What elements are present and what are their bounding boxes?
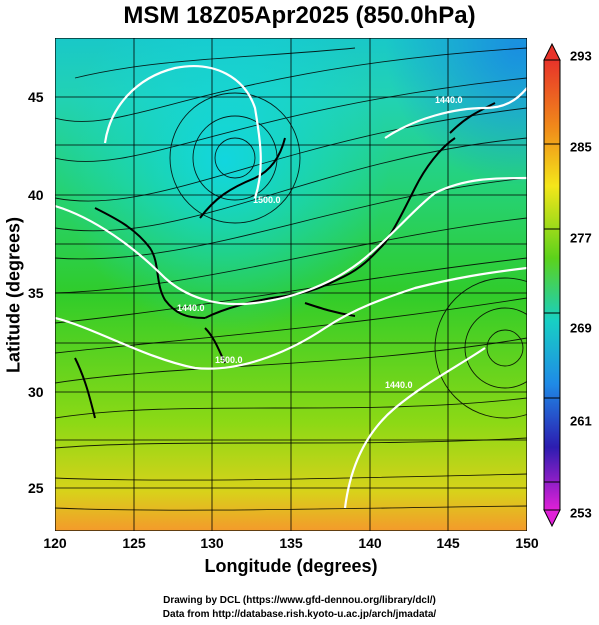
colorbar	[543, 42, 561, 528]
colorbar-top-arrow	[543, 42, 561, 61]
colorbar-label: 285	[570, 139, 592, 155]
contour-label: 1440.0	[177, 303, 205, 313]
x-tick: 125	[122, 535, 146, 551]
contour-label: 1440.0	[435, 95, 463, 105]
y-tick: 25	[28, 480, 44, 496]
map-title: MSM 18Z05Apr2025 (850.0hPa)	[123, 2, 476, 29]
colorbar-scale	[543, 59, 561, 511]
colorbar-label: 269	[570, 320, 592, 336]
geopotential-contours	[55, 65, 527, 509]
colorbar-label: 261	[570, 413, 592, 429]
y-axis-label: Latitude (degrees)	[4, 217, 24, 373]
colorbar-label: 253	[570, 505, 592, 521]
x-axis-label: Longitude (degrees)	[204, 556, 378, 576]
contour-label: 1500.0	[215, 355, 243, 365]
x-tick: 145	[436, 535, 460, 551]
credit-drawing: Drawing by DCL (https://www.gfd-dennou.o…	[163, 595, 436, 606]
y-tick: 45	[28, 89, 44, 105]
colorbar-label: 293	[570, 48, 592, 64]
y-tick: 30	[28, 384, 44, 400]
colorbar-label: 277	[570, 230, 592, 246]
x-tick: 135	[279, 535, 303, 551]
y-axis-label-text: Latitude (degrees)	[3, 216, 24, 374]
lat-lon-grid	[55, 38, 527, 531]
y-tick: 40	[28, 187, 44, 203]
contour-label: 1500.0	[253, 195, 281, 205]
contour-label: 1440.0	[385, 380, 413, 390]
x-tick: 150	[515, 535, 539, 551]
y-tick: 35	[28, 285, 44, 301]
colorbar-bottom-arrow	[543, 509, 561, 528]
x-tick: 120	[43, 535, 67, 551]
x-tick: 130	[200, 535, 224, 551]
map-plot: 1440.0 1500.0 1440.0 1500.0 1440.0	[55, 38, 527, 531]
credit-data: Data from http://database.rish.kyoto-u.a…	[162, 609, 437, 620]
x-tick: 140	[358, 535, 382, 551]
contour-labels: 1440.0 1500.0 1440.0 1500.0 1440.0	[177, 95, 463, 390]
